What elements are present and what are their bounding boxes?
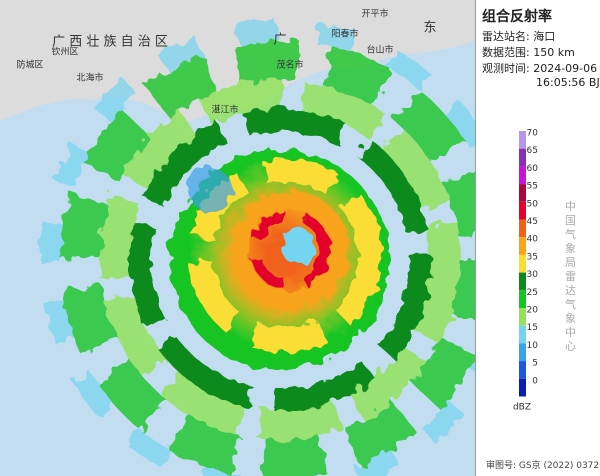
legend-label: 55	[527, 182, 538, 192]
legend-swatch	[519, 308, 526, 326]
legend-label: 40	[527, 235, 539, 245]
unit: dBZ	[513, 403, 531, 413]
place-label: 钦州区	[51, 46, 78, 58]
legend-label: 45	[527, 217, 538, 227]
legend-swatch	[519, 325, 526, 344]
time2: 16:05:56 BJT	[536, 76, 600, 89]
legend-label: 25	[527, 288, 538, 298]
legend-swatch	[519, 272, 526, 291]
legend-swatch	[519, 166, 526, 185]
legend-swatch	[519, 254, 526, 273]
place-label: 北海市	[76, 72, 103, 84]
legend-swatch	[519, 148, 526, 167]
legend-swatch	[519, 290, 526, 308]
legend-swatch	[519, 184, 526, 202]
legend-label: 60	[527, 164, 539, 174]
legend-label: 65	[527, 146, 538, 156]
legend-swatch	[519, 237, 526, 255]
agency: 中国气象局雷达气象中心	[565, 200, 576, 353]
legend-label: 5	[532, 359, 538, 369]
place-label: 开平市	[361, 8, 388, 20]
title: 组合反射率	[482, 9, 552, 25]
place-label: 台山市	[366, 44, 393, 56]
place-label: 广	[273, 33, 286, 48]
legend-label: 30	[527, 270, 539, 280]
legend-swatch	[519, 201, 526, 220]
legend-swatch	[519, 378, 526, 397]
legend-label: 70	[527, 129, 539, 139]
place-label: 东	[423, 21, 436, 36]
legend-swatch	[519, 131, 526, 149]
station: 雷达站名: 海口	[482, 30, 556, 43]
legend-swatch	[519, 219, 526, 238]
echoes	[40, 20, 475, 476]
legend-label: 50	[527, 199, 539, 209]
place-label: 茂名市	[276, 59, 303, 71]
divider	[475, 0, 476, 476]
legend-label: 35	[527, 252, 538, 262]
range: 数据范围: 150 km	[482, 46, 575, 59]
place-label: 阳春市	[331, 28, 358, 40]
legend-swatch	[519, 361, 526, 379]
legend-label: 15	[527, 323, 538, 333]
legend-label: 0	[532, 376, 538, 386]
place-label: 防城区	[16, 59, 43, 71]
place-label: 广 西 壮 族 自 治 区	[52, 34, 168, 50]
place-label: 湛江市	[211, 104, 238, 116]
legend-label: 10	[527, 341, 539, 351]
time: 观测时间: 2024-09-06	[482, 62, 598, 75]
footer: 审图号: GS京 (2022) 0372号	[486, 461, 600, 471]
legend-label: 20	[527, 306, 539, 316]
legend-swatch	[519, 343, 526, 362]
